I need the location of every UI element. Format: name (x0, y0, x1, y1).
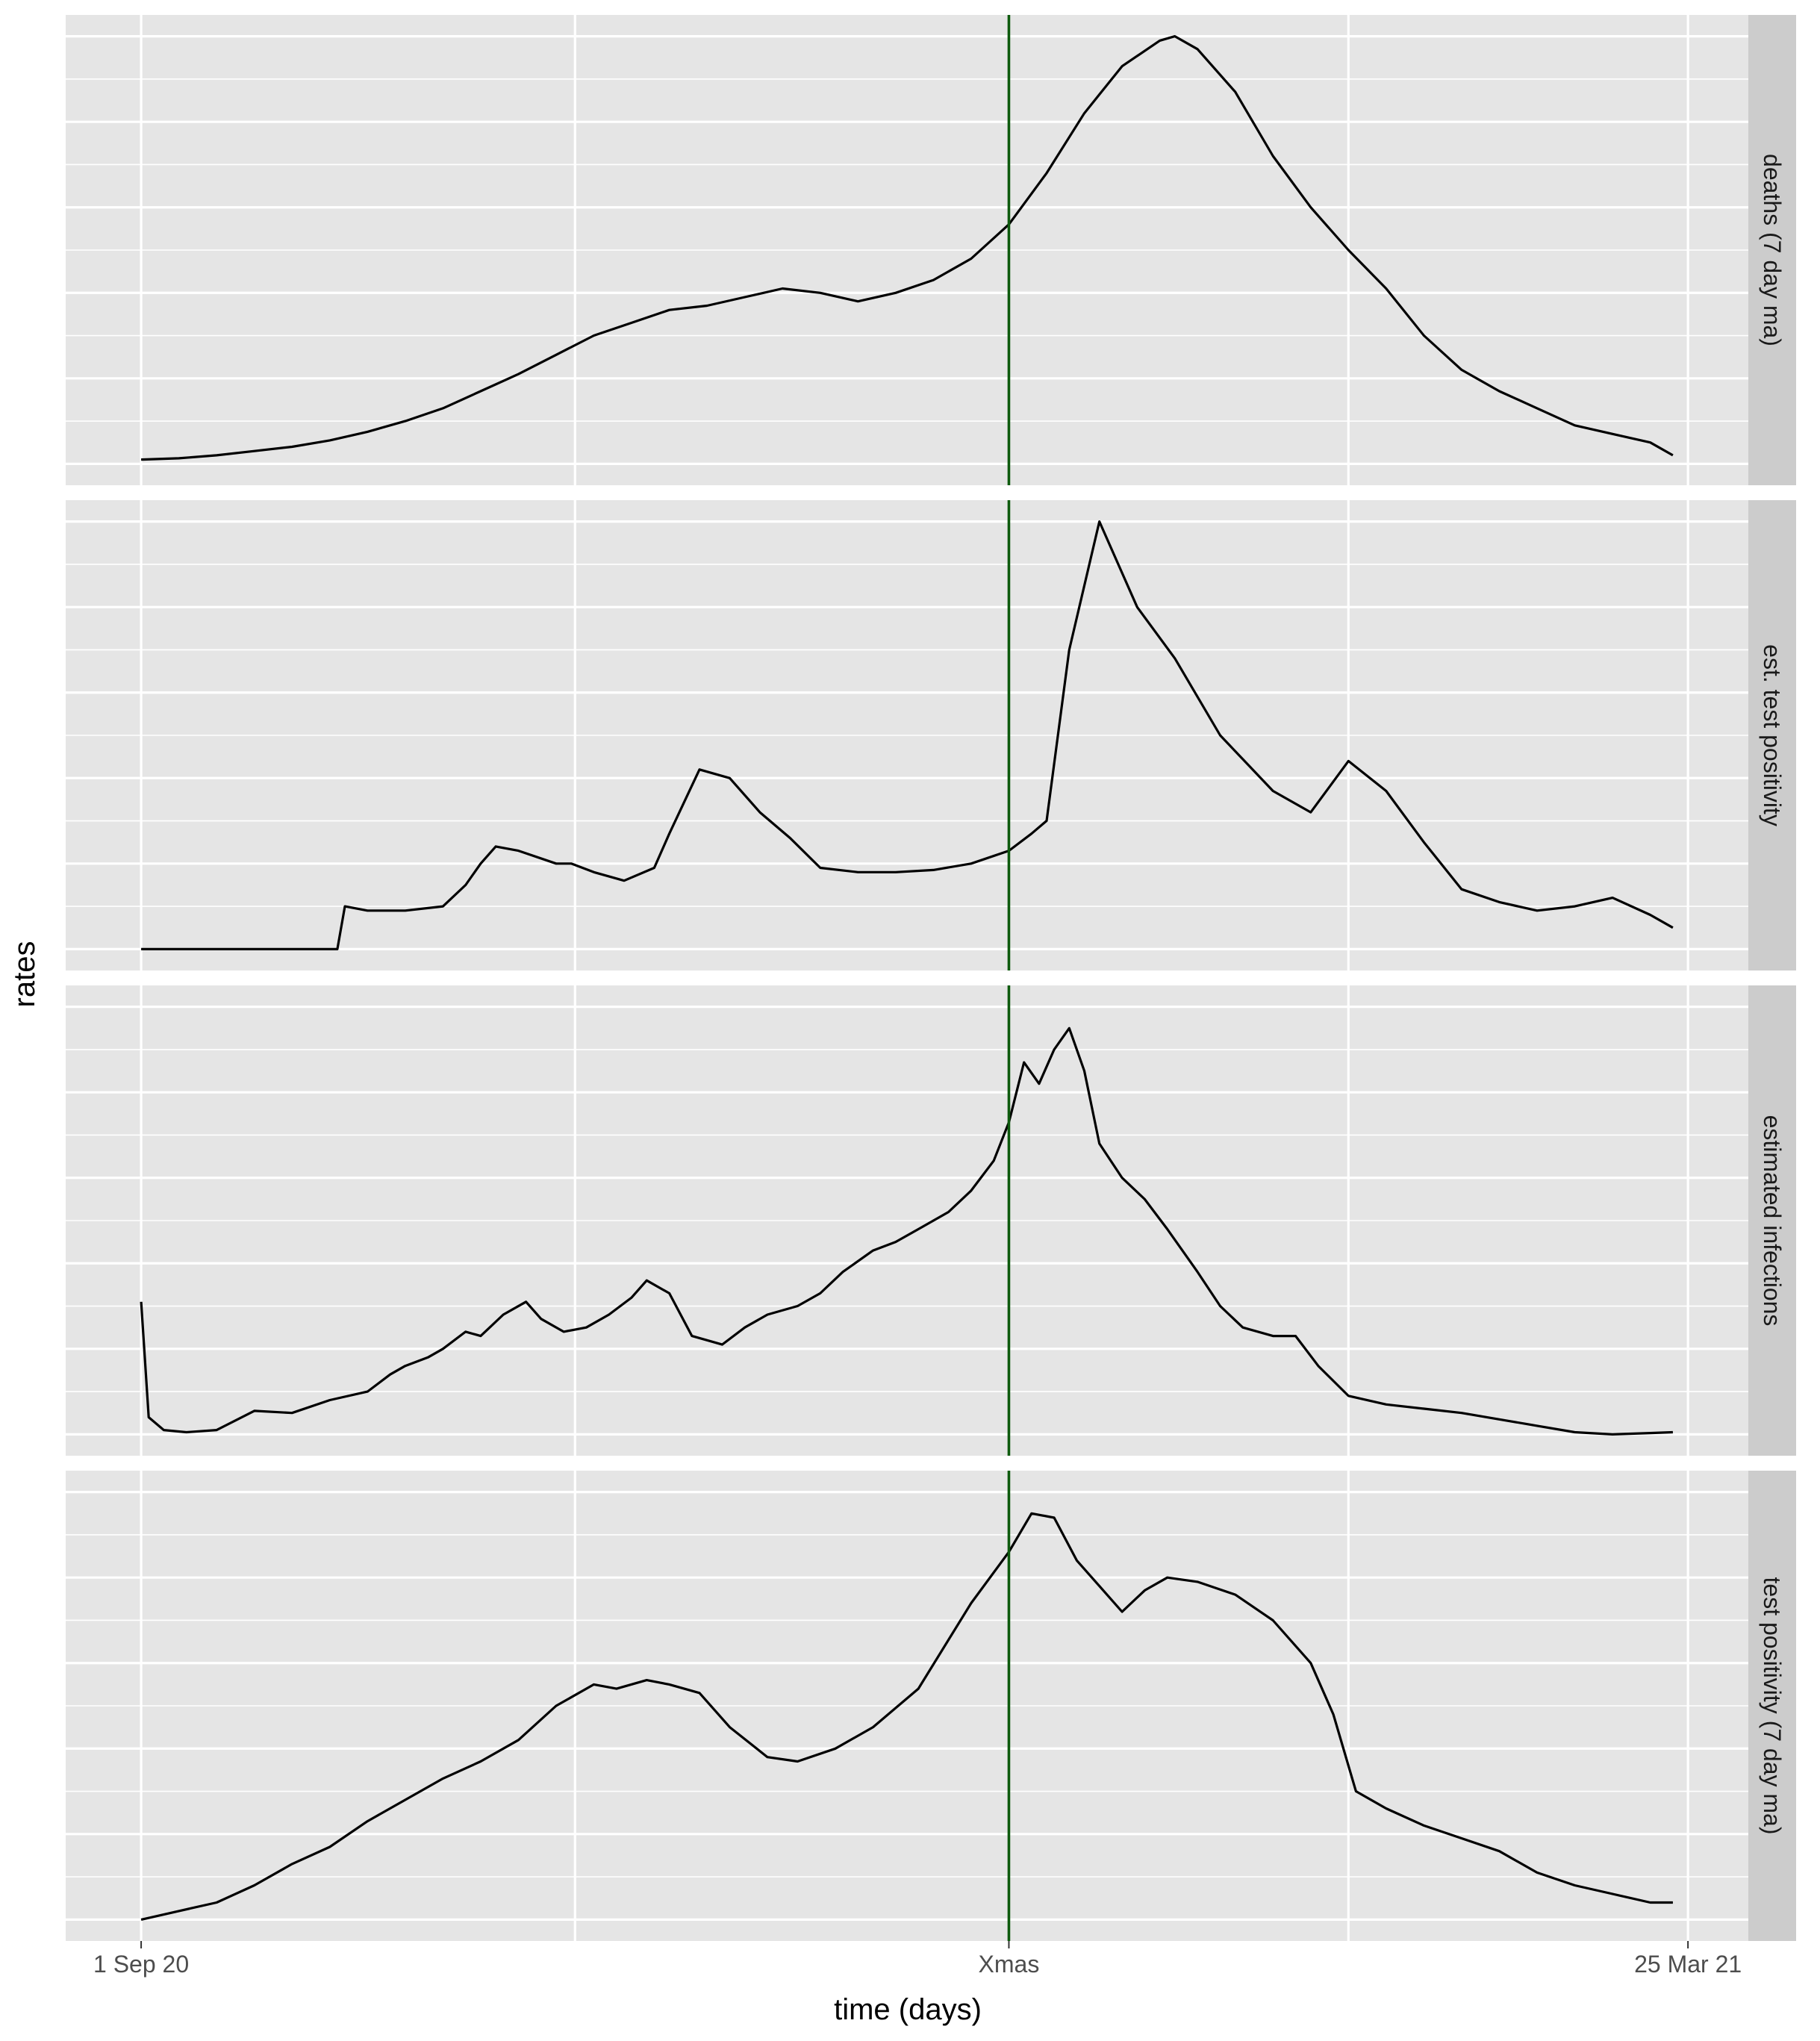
facet-strip (1748, 1471, 1796, 1941)
series-line (140, 1512, 1673, 1921)
facet-panel: test positivity (7 day ma) (66, 1471, 1796, 1941)
y-axis-title: rates (8, 941, 41, 1008)
facet-panel: deaths (7 day ma) (66, 15, 1796, 485)
facet-panels: deaths (7 day ma) est. test positivity est… (66, 15, 1796, 1941)
series-line (141, 520, 1674, 951)
facet-strip-label: test positivity (7 day ma) (1759, 1577, 1786, 1835)
facet-strip-label: deaths (7 day ma) (1759, 154, 1786, 346)
x-tick-label: Xmas (979, 1951, 1040, 1978)
facet-strip (1748, 500, 1796, 970)
x-tick-label: 25 Mar 21 (1634, 1951, 1742, 1978)
facet-panel: est. test positivity (66, 500, 1796, 970)
series-line (140, 1026, 1673, 1436)
series-line (141, 34, 1674, 461)
facet-strip-label: est. test positivity (1759, 644, 1786, 826)
x-axis: 1 Sep 20 Xmas 25 Mar 21 (93, 1941, 1742, 1978)
facet-strip (1748, 985, 1796, 1456)
facet-strip (1748, 15, 1796, 485)
facet-panel: estimated infections (66, 985, 1796, 1456)
x-tick-label: 1 Sep 20 (93, 1951, 189, 1978)
x-axis-title: time (days) (834, 1993, 982, 2026)
facet-strip-label: estimated infections (1759, 1115, 1786, 1327)
